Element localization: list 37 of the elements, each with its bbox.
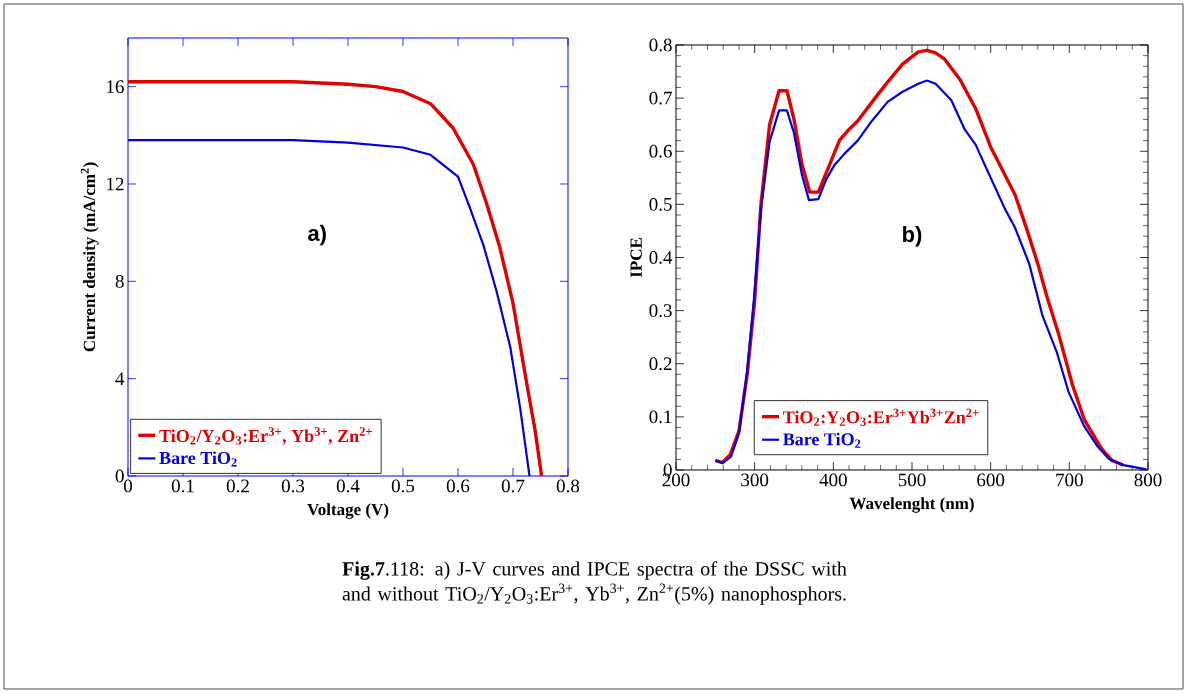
x-tick-label: 0.8 [556, 479, 580, 493]
x-tick-label: 0.1 [171, 479, 194, 493]
x-axis-title: Voltage (V) [307, 503, 389, 519]
x-tick-label: 0.7 [501, 479, 525, 493]
y-tick-label: 0.5 [649, 197, 672, 211]
y-tick-label: 0.8 [649, 38, 672, 52]
text: TiO$_{2}$:Y$_{2}$O$_{3}$:Er$^{3+}$Yb$^{3+}$Zn$^{2+}$ [783, 408, 979, 426]
y-tick-label: 12 [107, 177, 124, 191]
x-tick-label: 0.6 [446, 479, 470, 493]
y-tick-label: 0.2 [649, 357, 672, 371]
x-tick-label: 600 [977, 473, 1005, 487]
text: TiO$_{2}$/Y$_{2}$O$_{3}$:Er$^{3+}$, Yb$^{3+}$, Zn$^{2+}$ [159, 427, 372, 445]
annotation: b) [903, 225, 922, 247]
legend-label: Bare TiO$_{2}$ [159, 451, 237, 467]
x-tick-label: 0.2 [226, 479, 249, 493]
x-tick-label: 300 [741, 473, 769, 487]
x-tick-label: 700 [1056, 473, 1083, 487]
x-tick-label: 0.5 [391, 479, 415, 493]
annotation: a) [308, 224, 326, 246]
x-tick-label: 0.4 [336, 479, 360, 493]
y-tick-label: 0.4 [649, 251, 673, 264]
x-tick-label: 400 [819, 473, 847, 487]
y-tick-label: 0.6 [649, 144, 672, 158]
x-axis-title: Wavelenght (nm) [849, 497, 974, 513]
y-tick-label: 0.1 [649, 410, 672, 424]
y-axis-title: Current density (mA/cm$^{2}$) [80, 162, 99, 352]
legend-label: Bare TiO$_{2}$ [783, 432, 861, 448]
y-tick-label: 8 [115, 274, 124, 288]
text: Fig.7.118: a) J-V curves and IPCE spectra of the DSSC with and without TiO$_{2}$/Y$_{2}$O$_{3}$:Er$^{3+}$, Yb$^{3+}$, Zn$^{2+}$(5%) nanophosphors. [342, 561, 847, 605]
y-tick-label: 0.3 [649, 304, 672, 318]
x-tick-label: 500 [898, 473, 926, 487]
y-tick-label: 4 [115, 372, 125, 385]
x-tick-label: 0.3 [281, 479, 305, 493]
y-tick-label: 0.7 [649, 91, 672, 105]
x-tick-label: 800 [1134, 473, 1162, 487]
y-axis-title: IPCE [630, 238, 642, 278]
y-tick-label: 16 [107, 80, 124, 94]
